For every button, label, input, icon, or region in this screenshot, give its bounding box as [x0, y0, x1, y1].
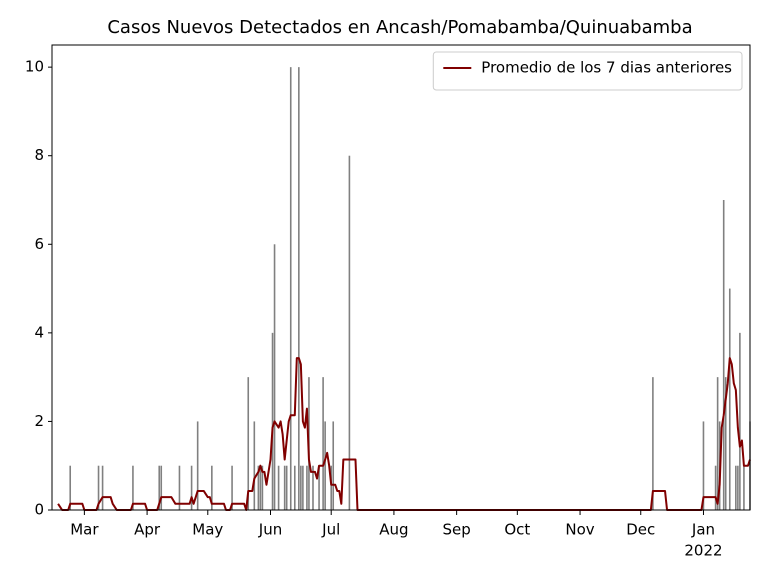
- bar: [737, 465, 739, 510]
- bar: [97, 465, 100, 510]
- y-tick-label: 4: [34, 323, 44, 341]
- bar: [190, 465, 193, 510]
- legend: Promedio de los 7 dias anteriores: [432, 51, 743, 91]
- bar: [231, 465, 233, 510]
- bar: [261, 465, 264, 510]
- x-tick-label: Jun: [258, 521, 282, 539]
- legend-label: Promedio de los 7 dias anteriores: [481, 59, 732, 77]
- x-tick-label: Nov: [565, 521, 594, 539]
- bar: [728, 288, 731, 510]
- bar: [735, 465, 737, 510]
- bar: [714, 465, 717, 510]
- bar: [247, 377, 250, 510]
- bar: [196, 421, 199, 510]
- bar: [132, 465, 134, 510]
- bar: [211, 465, 213, 510]
- y-tick-label: 8: [34, 146, 44, 164]
- bar: [716, 377, 719, 510]
- x-tick-label: Sep: [442, 521, 470, 539]
- bar: [271, 332, 274, 510]
- bar: [298, 67, 300, 511]
- y-tick-label: 6: [34, 235, 44, 253]
- y-tick-label: 0: [34, 501, 44, 519]
- bar: [724, 377, 727, 510]
- bar: [277, 465, 280, 510]
- bar: [324, 421, 326, 510]
- y-tick-label: 10: [25, 58, 44, 76]
- bar: [289, 67, 292, 511]
- bar: [318, 465, 320, 510]
- bar: [253, 421, 256, 510]
- bar: [273, 244, 276, 511]
- bar: [285, 465, 288, 510]
- bar: [739, 332, 741, 510]
- axes-frame: [51, 44, 751, 511]
- bar: [302, 465, 304, 510]
- x-year-label: 2022: [684, 542, 722, 560]
- bar: [322, 377, 324, 510]
- bar: [652, 377, 654, 510]
- bar: [306, 465, 308, 510]
- x-tick-label: Jul: [321, 521, 340, 539]
- x-tick-label: May: [192, 521, 223, 539]
- bar: [259, 465, 262, 510]
- y-tick-label: 2: [34, 412, 44, 430]
- bar: [257, 465, 260, 510]
- x-tick-label: Dec: [626, 521, 655, 539]
- bar: [702, 421, 705, 510]
- bar: [293, 465, 296, 510]
- bar: [178, 465, 181, 510]
- x-tick-label: Jan: [691, 521, 715, 539]
- bar: [348, 155, 351, 510]
- chart-title: Casos Nuevos Detectados en Ancash/Pomaba…: [107, 17, 692, 38]
- plot-area: [57, 67, 751, 511]
- x-tick-label: Mar: [70, 521, 99, 539]
- bar: [330, 465, 332, 510]
- legend-box: [432, 51, 743, 91]
- bar: [722, 200, 725, 510]
- x-tick-label: Oct: [504, 521, 530, 539]
- bar: [69, 465, 72, 510]
- bar: [283, 465, 286, 510]
- bar: [743, 465, 745, 510]
- bar: [158, 465, 161, 510]
- x-tick-label: Aug: [379, 521, 408, 539]
- bar: [101, 465, 104, 510]
- x-tick-label: Apr: [134, 521, 161, 539]
- bar: [160, 465, 163, 510]
- bar: [300, 465, 302, 510]
- bar: [312, 465, 314, 510]
- bar: [332, 421, 335, 510]
